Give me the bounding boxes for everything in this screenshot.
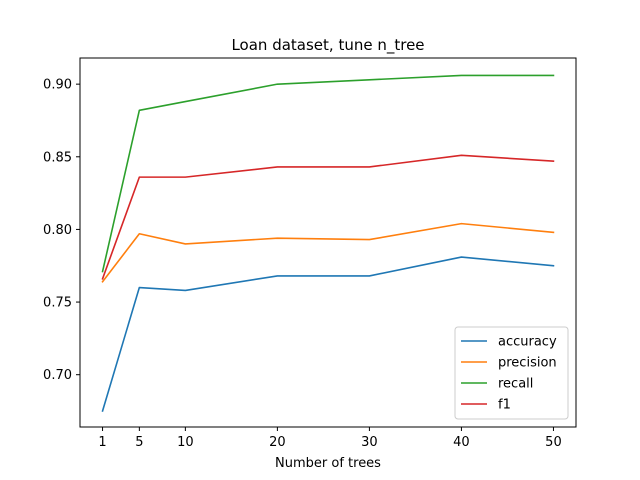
y-tick-label: 0.90: [43, 78, 72, 93]
x-tick-label: 40: [453, 435, 470, 450]
x-tick-label: 10: [177, 435, 194, 450]
legend-label-recall: recall: [498, 377, 533, 392]
legend-label-f1: f1: [498, 398, 511, 413]
y-tick-label: 0.80: [43, 223, 72, 238]
y-tick-label: 0.75: [43, 296, 72, 311]
x-axis-title: Number of trees: [275, 456, 381, 471]
x-axis: 1 5 10 20 30 40 50: [98, 427, 562, 450]
plot-frame: [79, 57, 577, 428]
series-line-precision: [101, 222, 555, 283]
series-line-f1: [101, 154, 555, 280]
y-tick-label: 0.85: [43, 150, 72, 165]
series-line-accuracy: [101, 256, 555, 413]
x-tick-label: 20: [269, 435, 286, 450]
plot-lines: [101, 74, 555, 413]
chart-title: Loan dataset, tune n_tree: [231, 36, 424, 55]
x-tick-label: 30: [361, 435, 378, 450]
x-tick-label: 1: [98, 435, 106, 450]
y-axis: 0.70 0.75 0.80 0.85 0.90: [43, 78, 80, 383]
legend-box: [454, 326, 569, 420]
legend-label-accuracy: accuracy: [498, 335, 557, 350]
legend: accuracy precision recall f1: [454, 326, 569, 420]
legend-label-precision: precision: [498, 356, 557, 371]
x-tick-label: 5: [135, 435, 143, 450]
y-tick-label: 0.70: [43, 368, 72, 383]
series-line-recall: [101, 74, 555, 273]
x-tick-label: 50: [545, 435, 562, 450]
